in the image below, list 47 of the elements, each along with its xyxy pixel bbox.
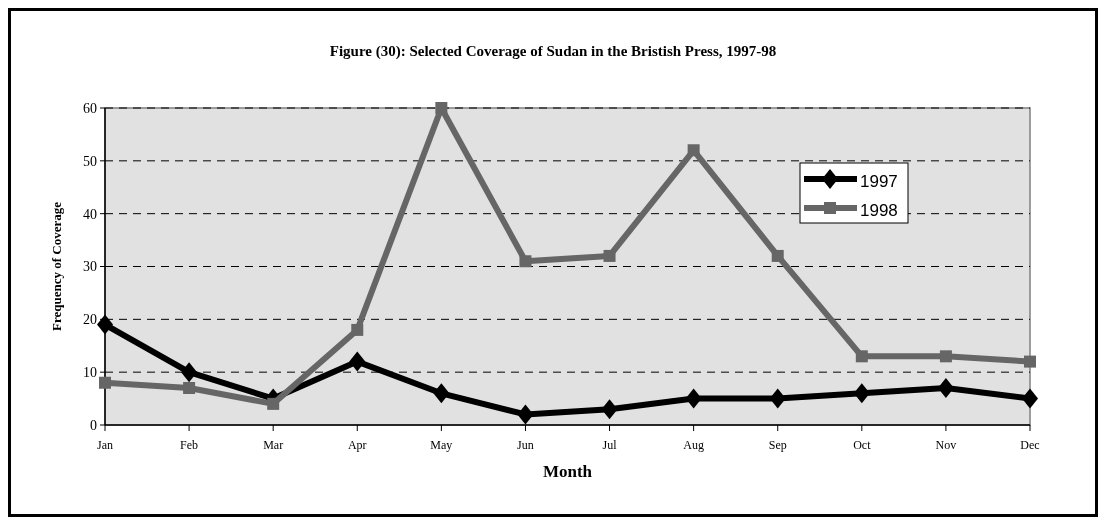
point <box>601 399 618 420</box>
point <box>97 314 113 335</box>
x-tick-label: Jan <box>97 438 113 452</box>
x-tick-label: Oct <box>853 438 872 452</box>
point <box>267 397 280 410</box>
y-tick-label: 0 <box>90 417 97 433</box>
point <box>519 255 532 268</box>
x-tick-label: Apr <box>347 438 367 452</box>
y-axis-title: Frequency of Coverage <box>49 201 64 332</box>
point <box>685 388 702 409</box>
point <box>435 102 448 114</box>
point <box>517 404 534 425</box>
x-tick-label: Dec <box>1020 438 1040 452</box>
legend-label: 1998 <box>860 201 898 220</box>
x-tick-label: Mar <box>263 438 284 452</box>
y-tick-label: 20 <box>83 312 97 328</box>
x-tick-label: Nov <box>935 438 957 452</box>
legend-label: 1997 <box>860 172 898 191</box>
y-tick-label: 40 <box>83 206 97 222</box>
point <box>771 249 784 262</box>
point <box>687 144 700 157</box>
point <box>433 383 450 404</box>
y-tick-label: 50 <box>83 153 97 169</box>
point <box>603 249 616 262</box>
y-tick-label: 60 <box>83 100 97 116</box>
chart-title: Figure (30): Selected Coverage of Sudan in the Bristish Press, 1997-98 <box>329 43 777 60</box>
point <box>937 378 954 399</box>
x-axis-title: Month <box>542 462 593 481</box>
point <box>99 376 111 389</box>
point <box>939 350 952 363</box>
point <box>1024 355 1036 368</box>
x-tick-label: Feb <box>180 438 199 452</box>
point <box>769 388 786 409</box>
x-tick-label: May <box>430 438 453 452</box>
point <box>855 350 868 363</box>
x-tick-label: Jul <box>602 438 618 452</box>
point <box>181 362 198 383</box>
point <box>183 382 196 395</box>
point <box>853 383 870 404</box>
point <box>349 351 366 372</box>
point <box>1022 388 1038 409</box>
y-tick-label: 30 <box>83 259 97 275</box>
x-tick-label: Sep <box>768 438 787 452</box>
point <box>351 323 364 336</box>
y-tick-label: 10 <box>83 365 97 381</box>
x-tick-label: Jun <box>517 438 534 452</box>
x-tick-label: Aug <box>683 438 704 452</box>
